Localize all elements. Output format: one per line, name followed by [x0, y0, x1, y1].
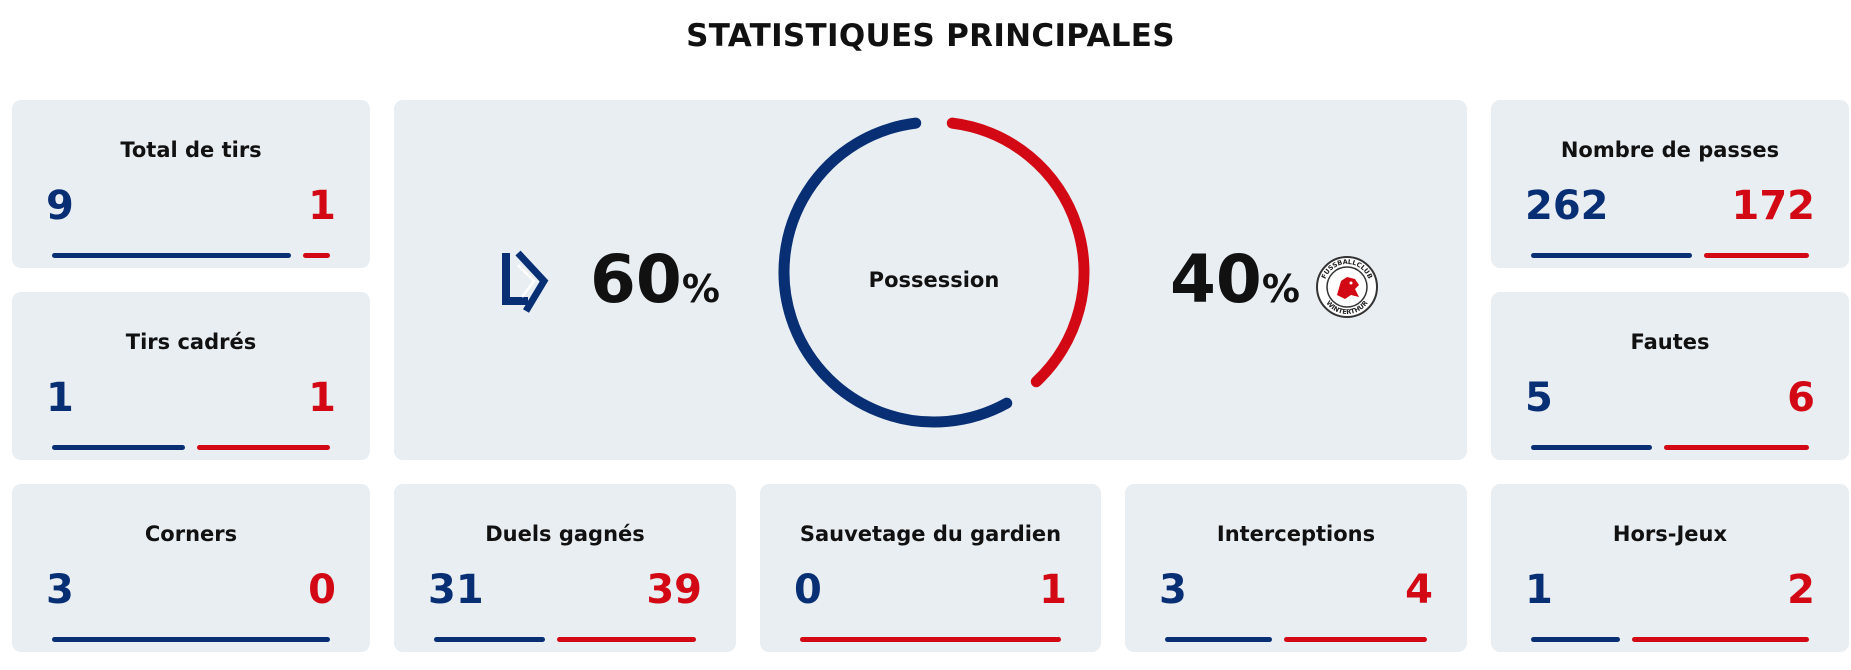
possession-card: 60% Possession 40% FUSSBALLCLUB WINTERTH…: [394, 100, 1467, 460]
away-stat-value: 2: [1787, 567, 1815, 613]
stat-label: Sauvetage du gardien: [799, 522, 1062, 546]
stat-card-nombre-passes: Nombre de passes 262 172: [1491, 100, 1849, 268]
stat-label: Nombre de passes: [1560, 138, 1780, 162]
home-stat-value: 1: [46, 375, 74, 421]
lausanne-sport-logo: [502, 250, 549, 313]
possession-donut-chart: [778, 117, 1090, 428]
away-stat-value: 1: [308, 375, 336, 421]
stat-card-corners: Corners 3 0: [12, 484, 370, 652]
away-stat-bar: [1284, 637, 1427, 642]
stat-card-total-tirs: Total de tirs 9 1: [12, 100, 370, 268]
away-possession-value: 40%: [1170, 241, 1300, 318]
home-stat-value: 3: [1159, 567, 1187, 613]
home-stat-bar: [52, 637, 330, 642]
stat-card-duels-gagnes: Duels gagnés 31 39: [394, 484, 736, 652]
stat-card-fautes: Fautes 5 6: [1491, 292, 1849, 460]
home-stat-bar: [1165, 637, 1273, 642]
away-stat-bar: [303, 253, 330, 258]
home-stat-value: 5: [1525, 375, 1553, 421]
away-stat-bar: [800, 637, 1061, 642]
home-stat-bar: [1531, 637, 1620, 642]
stat-label: Duels gagnés: [485, 522, 645, 546]
away-stat-bar: [1663, 445, 1809, 450]
away-stat-bar: [197, 445, 330, 450]
home-stat-value: 3: [46, 567, 74, 613]
home-possession-value: 60%: [590, 241, 720, 318]
stat-label: Fautes: [1630, 330, 1710, 354]
stat-card-hors-jeux: Hors-Jeux 1 2: [1491, 484, 1849, 652]
away-possession-arc: [946, 117, 1090, 388]
home-stat-bar: [1531, 445, 1652, 450]
home-stat-value: 262: [1525, 183, 1609, 229]
home-stat-value: 31: [428, 567, 484, 613]
home-stat-bar: [434, 637, 545, 642]
away-stat-bar: [556, 637, 696, 642]
away-stat-bar: [1703, 253, 1809, 258]
stat-card-sauvetage-gardien: Sauvetage du gardien 0 1: [760, 484, 1101, 652]
away-stat-value: 39: [646, 567, 702, 613]
home-stat-value: 1: [1525, 567, 1553, 613]
stat-label: Tirs cadrés: [125, 330, 257, 354]
away-stat-bar: [1631, 637, 1809, 642]
away-stat-value: 172: [1731, 183, 1816, 229]
home-stat-bar: [52, 253, 292, 258]
stat-card-interceptions: Interceptions 3 4: [1125, 484, 1467, 652]
stat-label: Hors-Jeux: [1612, 522, 1728, 546]
home-stat-value: 9: [46, 183, 74, 229]
possession-label: Possession: [868, 268, 1000, 292]
away-stat-value: 0: [308, 567, 336, 613]
home-possession-arc: [778, 117, 1013, 428]
away-stat-value: 6: [1787, 375, 1815, 421]
home-stat-value: 0: [794, 567, 822, 613]
away-stat-value: 1: [308, 183, 336, 229]
home-stat-bar: [52, 445, 185, 450]
page-title: STATISTIQUES PRINCIPALES: [686, 18, 1175, 54]
home-stat-bar: [1531, 253, 1692, 258]
away-stat-value: 4: [1405, 567, 1433, 613]
stat-label: Interceptions: [1216, 522, 1376, 546]
away-stat-value: 1: [1039, 567, 1067, 613]
stat-label: Total de tirs: [120, 138, 262, 162]
stat-label: Corners: [144, 522, 238, 546]
stat-card-tirs-cadres: Tirs cadrés 1 1: [12, 292, 370, 460]
fc-winterthur-logo: FUSSBALLCLUB WINTERTHUR: [1316, 256, 1378, 318]
